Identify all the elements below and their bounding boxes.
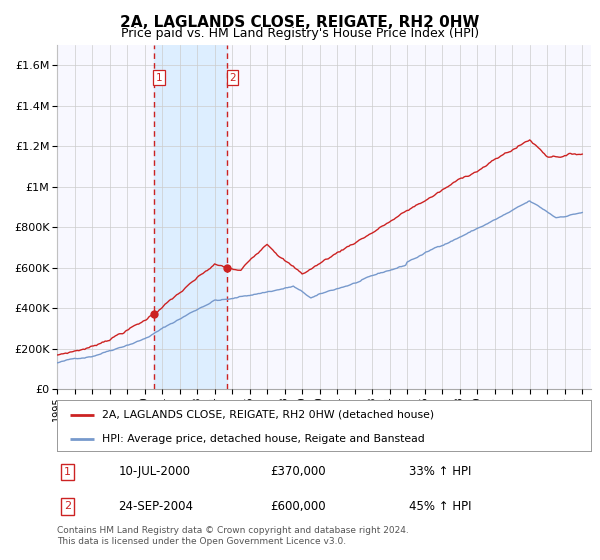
- Text: 10-JUL-2000: 10-JUL-2000: [118, 465, 190, 478]
- Text: HPI: Average price, detached house, Reigate and Banstead: HPI: Average price, detached house, Reig…: [103, 433, 425, 444]
- Bar: [154, 45, 227, 389]
- Text: £600,000: £600,000: [271, 500, 326, 513]
- Text: 1: 1: [155, 72, 162, 82]
- Text: 2A, LAGLANDS CLOSE, REIGATE, RH2 0HW: 2A, LAGLANDS CLOSE, REIGATE, RH2 0HW: [121, 15, 479, 30]
- Text: 33% ↑ HPI: 33% ↑ HPI: [409, 465, 472, 478]
- Text: 2: 2: [229, 72, 236, 82]
- Text: 1: 1: [64, 466, 71, 477]
- Text: Price paid vs. HM Land Registry's House Price Index (HPI): Price paid vs. HM Land Registry's House …: [121, 27, 479, 40]
- Text: Contains HM Land Registry data © Crown copyright and database right 2024.
This d: Contains HM Land Registry data © Crown c…: [57, 526, 409, 546]
- Text: 2A, LAGLANDS CLOSE, REIGATE, RH2 0HW (detached house): 2A, LAGLANDS CLOSE, REIGATE, RH2 0HW (de…: [103, 409, 434, 419]
- Text: 45% ↑ HPI: 45% ↑ HPI: [409, 500, 472, 513]
- Text: 24-SEP-2004: 24-SEP-2004: [118, 500, 193, 513]
- Text: £370,000: £370,000: [271, 465, 326, 478]
- Text: 2: 2: [64, 501, 71, 511]
